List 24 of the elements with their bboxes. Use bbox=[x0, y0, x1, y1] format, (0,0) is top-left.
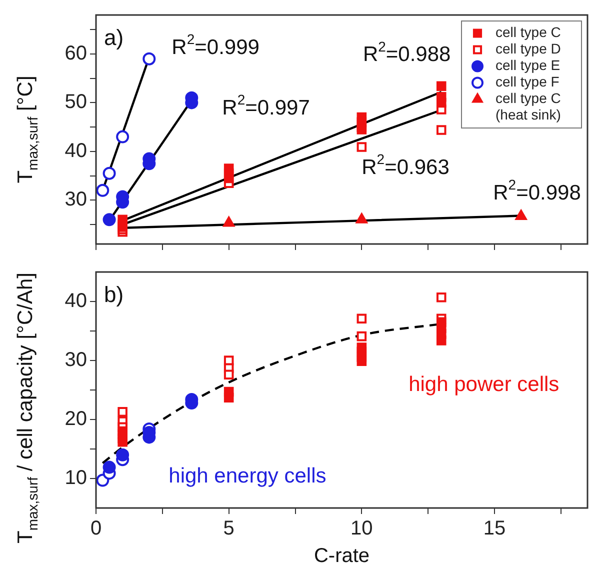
y-tick-label: 60 bbox=[64, 42, 87, 64]
y-axis-title: Tmax,surf / cell capacity [°C/Ah] bbox=[14, 272, 40, 544]
annotation: high power cells bbox=[408, 373, 560, 396]
text: a) bbox=[104, 25, 124, 50]
x-axis-title: C-rate bbox=[314, 545, 370, 567]
y-axis-title: Tmax,surf [°C] bbox=[14, 76, 40, 184]
y-tick-label: 30 bbox=[64, 349, 87, 372]
legend-label: cell type C (heat sink) bbox=[496, 90, 561, 123]
y-tick-label: 30 bbox=[64, 188, 87, 211]
legend-label: cell type E bbox=[496, 57, 560, 74]
x-tick-label: 15 bbox=[483, 518, 506, 540]
legend-label: cell type D bbox=[496, 40, 561, 57]
x-tick-label: 10 bbox=[350, 518, 373, 540]
legend-label: cell type F bbox=[496, 74, 560, 90]
y-tick-label: 40 bbox=[64, 290, 87, 312]
text: b) bbox=[104, 282, 124, 307]
y-tick-label: 20 bbox=[64, 408, 87, 430]
y-tick-label: 10 bbox=[64, 467, 87, 490]
x-tick-label: 5 bbox=[223, 518, 234, 540]
x-tick-label: 0 bbox=[90, 518, 102, 540]
annotation: high energy cells bbox=[168, 464, 326, 488]
legend-label: cell type C bbox=[496, 24, 561, 40]
y-tick-label: 50 bbox=[64, 91, 87, 114]
y-tick-label: 40 bbox=[64, 140, 87, 162]
